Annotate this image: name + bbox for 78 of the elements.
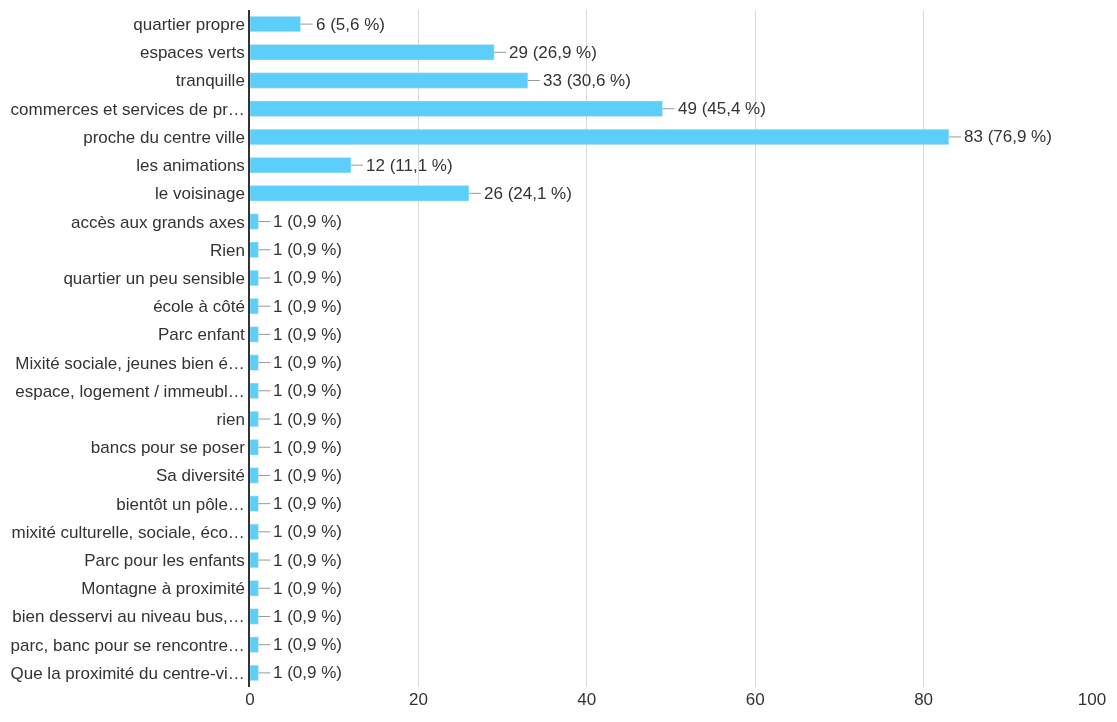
bar	[250, 495, 259, 512]
y-tick-label: accès aux grands axes	[70, 212, 245, 232]
y-tick-label: bientôt un pôle…	[116, 494, 245, 514]
y-tick-label: Mixité sociale, jeunes bien é…	[15, 353, 245, 373]
x-tick-label: 80	[914, 690, 934, 709]
data-label: 1 (0,9 %)	[273, 381, 342, 400]
data-label: 12 (11,1 %)	[366, 156, 453, 175]
y-tick-label: les animations	[136, 156, 245, 176]
bar	[250, 354, 259, 371]
data-label: 1 (0,9 %)	[273, 522, 342, 541]
y-tick-label: école à côté	[153, 297, 245, 317]
y-tick-label: Rien	[209, 240, 245, 260]
data-label: 1 (0,9 %)	[273, 494, 342, 513]
bar	[250, 326, 259, 343]
bar	[250, 382, 259, 399]
y-tick-label: proche du centre ville	[83, 127, 245, 147]
y-tick-label: parc, banc pour se rencontre…	[10, 635, 245, 655]
x-tick-label: 20	[408, 690, 428, 709]
data-label: 1 (0,9 %)	[273, 607, 342, 626]
bar	[250, 608, 259, 625]
x-tick-label: 100	[1077, 690, 1107, 709]
data-label: 1 (0,9 %)	[273, 410, 342, 429]
data-label: 1 (0,9 %)	[273, 635, 342, 654]
y-tick-label: Sa diversité	[156, 466, 245, 486]
bar	[250, 44, 495, 61]
data-label: 29 (26,9 %)	[509, 43, 597, 62]
bar	[250, 185, 470, 202]
data-label: 1 (0,9 %)	[273, 438, 342, 457]
data-label: 49 (45,4 %)	[678, 99, 766, 118]
data-label: 1 (0,9 %)	[273, 297, 342, 316]
x-tick-label: 0	[245, 690, 255, 709]
y-tick-label: commerces et services de pr…	[10, 99, 245, 119]
y-tick-label: bien desservi au niveau bus,…	[12, 607, 245, 627]
y-tick-label: quartier propre	[133, 15, 245, 35]
x-tick-label: 40	[577, 690, 597, 709]
data-label: 26 (24,1 %)	[484, 184, 572, 203]
data-label: 1 (0,9 %)	[273, 551, 342, 570]
bar	[250, 157, 352, 174]
bar	[250, 298, 259, 315]
y-tick-label: Que la proximité du centre-vi…	[10, 663, 245, 683]
data-label: 6 (5,6 %)	[316, 15, 385, 34]
bar	[250, 241, 259, 258]
data-label: 1 (0,9 %)	[273, 212, 342, 231]
y-tick-label: bancs pour se poser	[90, 438, 246, 458]
bar	[250, 411, 259, 428]
bar	[250, 552, 259, 569]
y-tick-label: mixité culturelle, sociale, éco…	[11, 522, 245, 542]
bar	[250, 269, 259, 286]
data-label: 1 (0,9 %)	[273, 466, 342, 485]
bar	[250, 664, 259, 681]
bar	[250, 636, 259, 653]
bar	[250, 439, 259, 456]
y-tick-label: tranquille	[175, 71, 245, 91]
y-tick-label: le voisinage	[155, 184, 245, 204]
data-label: 1 (0,9 %)	[273, 240, 342, 259]
bar	[250, 100, 663, 117]
bar	[250, 72, 529, 89]
y-tick-label: quartier un peu sensible	[63, 268, 245, 288]
y-tick-label: Parc enfant	[157, 325, 246, 345]
y-tick-label: Parc pour les enfants	[84, 551, 245, 571]
bar	[250, 523, 259, 540]
bar	[250, 16, 301, 33]
data-label: 1 (0,9 %)	[273, 663, 342, 682]
y-tick-label: Montagne à proximité	[81, 579, 245, 599]
y-tick-label: espaces verts	[139, 43, 245, 63]
data-label: 83 (76,9 %)	[964, 127, 1052, 146]
bar	[250, 467, 259, 484]
y-tick-label: espace, logement / immeubl…	[15, 381, 245, 401]
bar	[250, 580, 259, 597]
data-label: 1 (0,9 %)	[273, 325, 342, 344]
x-tick-label: 60	[745, 690, 765, 709]
data-label: 1 (0,9 %)	[273, 353, 342, 372]
bar	[250, 128, 950, 145]
data-label: 33 (30,6 %)	[543, 71, 631, 90]
y-tick-label: rien	[216, 409, 245, 429]
data-label: 1 (0,9 %)	[273, 579, 342, 598]
bar	[250, 213, 259, 230]
data-label: 1 (0,9 %)	[273, 268, 342, 287]
